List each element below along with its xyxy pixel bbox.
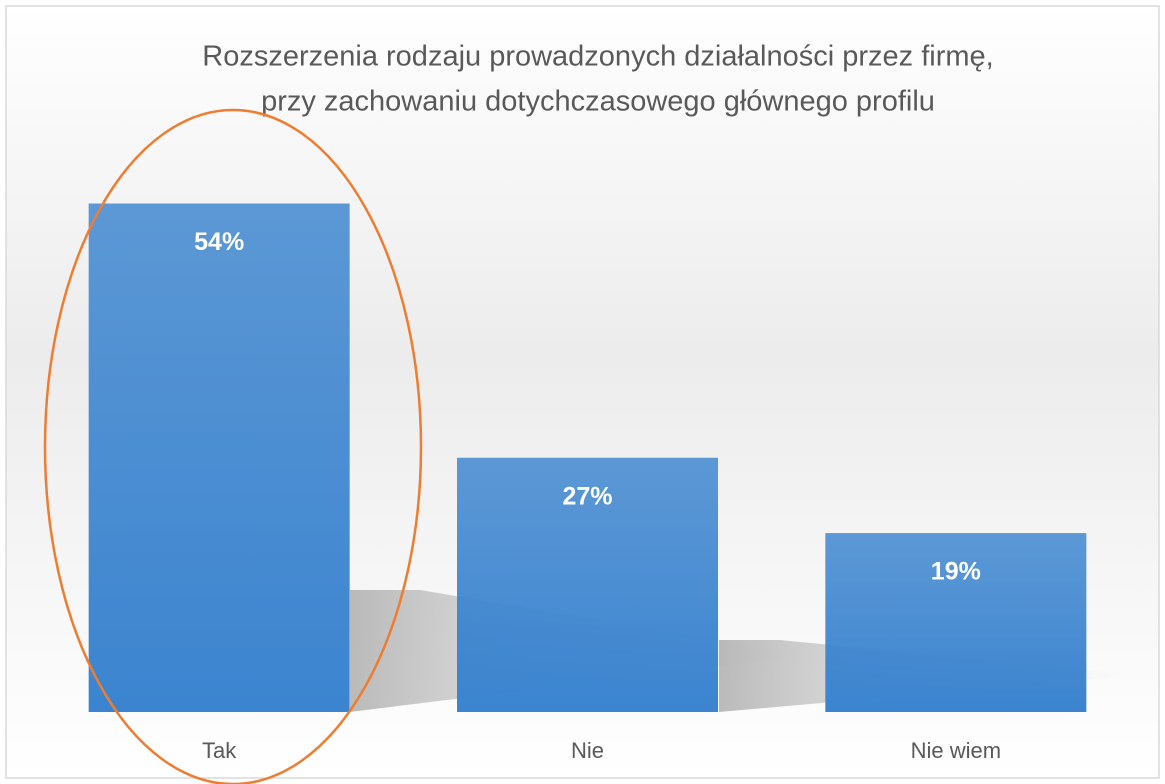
bar <box>88 203 350 712</box>
x-tick-label: Tak <box>202 738 237 763</box>
x-tick-label: Nie <box>571 738 604 763</box>
chart-title: Rozszerzenia rodzaju prowadzonych działa… <box>202 41 993 73</box>
chart-title: przy zachowaniu dotychczasowego głównego… <box>261 86 935 118</box>
value-label: 54% <box>194 228 244 256</box>
highlight-ellipse <box>43 108 423 784</box>
value-label: 27% <box>562 482 612 510</box>
x-tick-label: Nie wiem <box>911 738 1001 763</box>
bars: 54% 27% 19% <box>88 203 1087 712</box>
value-label: 19% <box>931 558 981 586</box>
bar <box>825 533 1087 712</box>
bar <box>457 457 718 712</box>
